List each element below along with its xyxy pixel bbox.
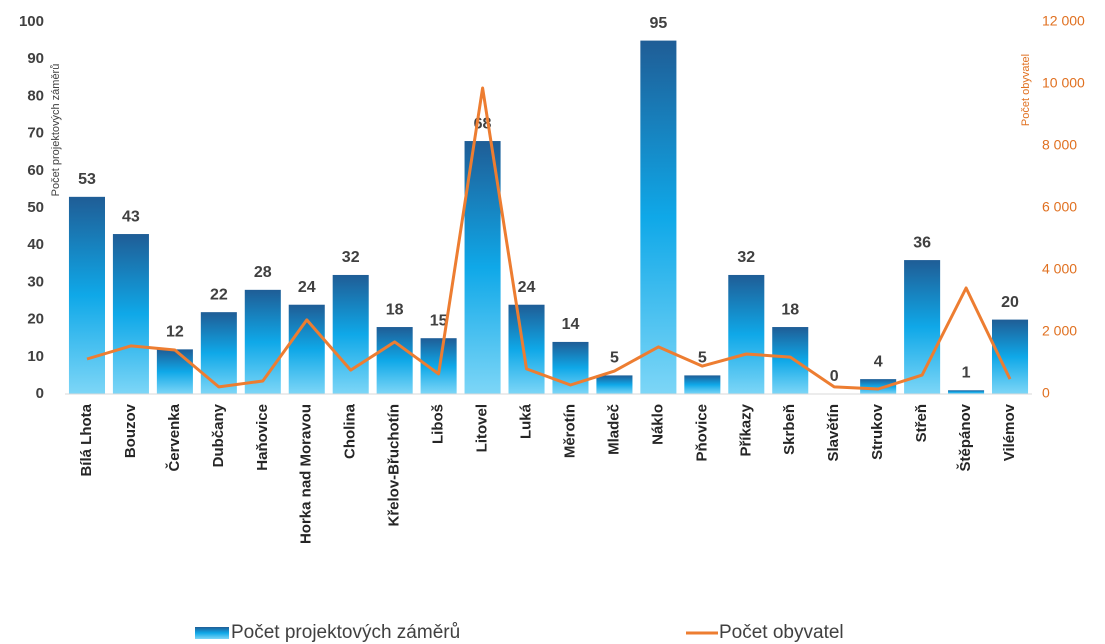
- bar: [948, 390, 985, 394]
- data-label: 53: [78, 171, 96, 188]
- data-label: 32: [342, 249, 360, 266]
- data-label: 22: [210, 286, 228, 303]
- bar: [728, 274, 765, 394]
- x-tick-label: Mladeč: [605, 404, 622, 455]
- bar: [332, 274, 369, 394]
- x-tick-label: Horka nad Moravou: [298, 404, 315, 544]
- data-label: 18: [386, 301, 404, 318]
- x-tick-label: Dubčany: [210, 403, 227, 467]
- bar: [772, 327, 809, 394]
- data-label: 12: [166, 324, 184, 341]
- y2-tick-label: 4 000: [1042, 261, 1077, 277]
- data-label: 24: [518, 279, 536, 296]
- bar: [992, 319, 1029, 394]
- x-tick-label: Bouzov: [122, 403, 139, 458]
- y2-tick-label: 0: [1042, 385, 1050, 401]
- x-tick-label: Pňovice: [693, 404, 710, 462]
- y-tick-label: 70: [27, 125, 44, 142]
- line-series: [86, 86, 1012, 391]
- x-tick-label: Haňovice: [254, 404, 271, 471]
- x-tick-label: Strukov: [869, 403, 886, 460]
- y-tick-label: 10: [27, 348, 44, 365]
- data-label: 14: [562, 316, 580, 333]
- bar: [860, 379, 897, 394]
- x-tick-label: Náklo: [649, 404, 666, 445]
- bar: [112, 234, 149, 394]
- data-label: 15: [430, 312, 448, 329]
- legend-label: Počet projektových záměrů: [231, 622, 460, 643]
- legend-label: Počet obyvatel: [719, 622, 844, 643]
- bar: [156, 349, 193, 394]
- bar: [68, 196, 105, 394]
- x-tick-label: Luká: [517, 403, 534, 439]
- x-tick-label: Liboš: [430, 404, 447, 444]
- y-tick-label: 0: [36, 385, 44, 402]
- y-tick-label: 30: [27, 273, 44, 290]
- x-tick-label: Měrotín: [561, 404, 578, 458]
- y-axis-label: Počet projektových záměrů: [50, 64, 62, 197]
- y2-tick-label: 6 000: [1042, 199, 1077, 215]
- bar: [596, 375, 633, 394]
- data-label: 18: [781, 301, 799, 318]
- bar: [288, 304, 325, 394]
- y2-tick-label: 8 000: [1042, 137, 1077, 153]
- data-label: 28: [254, 264, 272, 281]
- x-tick-label: Skrbeň: [781, 404, 798, 455]
- x-tick-label: Červenka: [165, 403, 183, 471]
- data-label: 5: [610, 350, 619, 367]
- x-tick-label: Příkazy: [737, 403, 754, 456]
- y-tick-label: 100: [19, 13, 44, 30]
- bar: [508, 304, 545, 394]
- x-tick-label: Litovel: [474, 404, 491, 452]
- data-label: 1: [962, 364, 971, 381]
- y2-tick-label: 12 000: [1042, 13, 1085, 29]
- y2-axis-label: Počet obyvatel: [1020, 54, 1032, 126]
- y-tick-label: 20: [27, 311, 44, 328]
- legend-swatch: [195, 627, 229, 639]
- data-label: 43: [122, 208, 140, 225]
- data-label: 0: [830, 368, 839, 385]
- x-tick-label: Bílá Lhota: [78, 403, 95, 476]
- x-tick-label: Cholina: [342, 403, 359, 459]
- x-tick-label: Slavětín: [825, 404, 842, 462]
- bar: [464, 141, 501, 394]
- y-tick-label: 60: [27, 162, 44, 179]
- x-tick-label: Štěpánov: [956, 403, 974, 471]
- bar: [244, 289, 281, 394]
- y-tick-label: 50: [27, 199, 44, 216]
- bar: [640, 40, 677, 394]
- data-label: 32: [737, 249, 755, 266]
- data-label: 5: [698, 350, 707, 367]
- bar: [200, 312, 237, 394]
- y2-tick-label: 10 000: [1042, 75, 1085, 91]
- bar: [904, 260, 941, 394]
- data-label: 24: [298, 279, 316, 296]
- bar: [684, 375, 721, 394]
- y-tick-label: 90: [27, 50, 44, 67]
- data-label: 36: [913, 234, 931, 251]
- y-tick-label: 80: [27, 87, 44, 104]
- data-label: 4: [874, 353, 883, 370]
- data-label: 20: [1001, 294, 1019, 311]
- bar: [376, 327, 413, 394]
- y2-tick-label: 2 000: [1042, 323, 1077, 339]
- x-tick-label: Vilémov: [1001, 403, 1018, 461]
- data-label: 95: [649, 15, 667, 32]
- x-tick-label: Střeň: [913, 404, 930, 442]
- x-tick-label: Křelov-Břuchotín: [386, 404, 403, 527]
- y-tick-label: 40: [27, 236, 44, 253]
